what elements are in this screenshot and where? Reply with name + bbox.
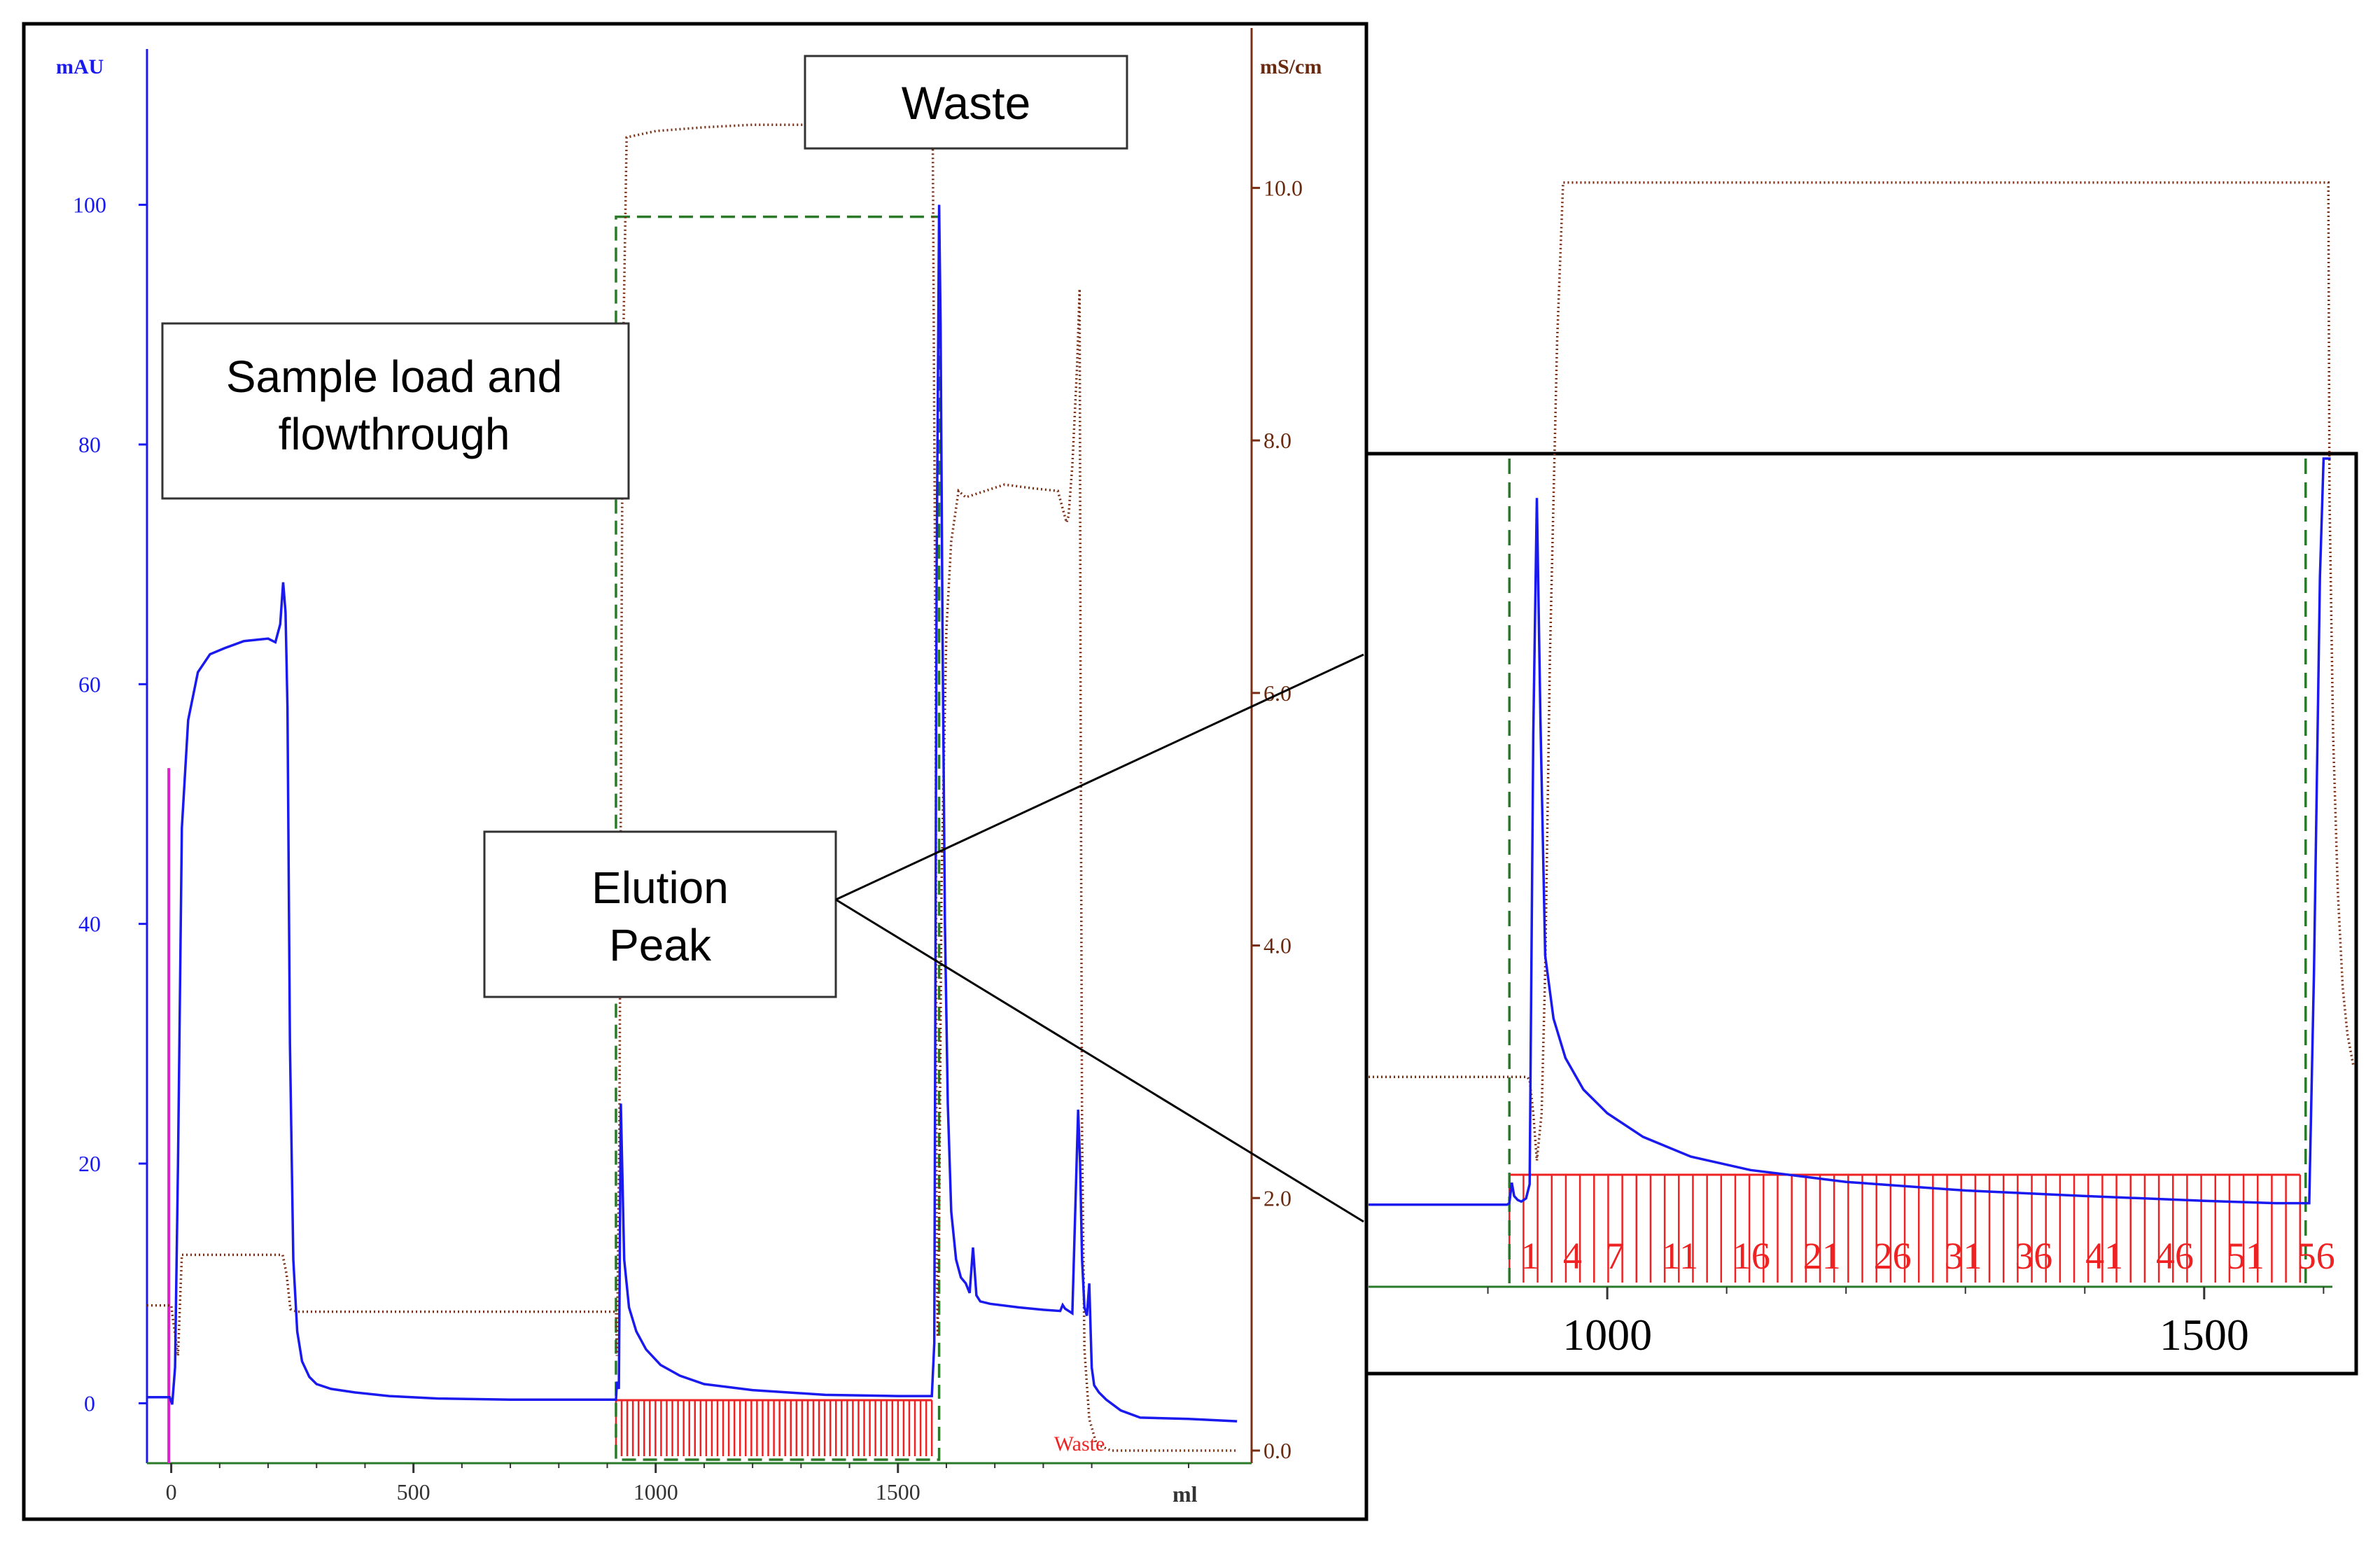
left-axis-unit-label: mAU — [56, 55, 104, 78]
left-axis-tick-label: 80 — [78, 432, 101, 457]
inset-fraction-number: 16 — [1732, 1235, 1770, 1277]
left-axis-tick-label: 60 — [78, 671, 101, 697]
inset-x-tick-label: 1000 — [1562, 1310, 1652, 1360]
right-axis-tick-label: 4.0 — [1264, 933, 1292, 958]
elution-peak-callout: Elution Peak — [483, 830, 837, 998]
inset-fraction-number: 11 — [1662, 1235, 1698, 1277]
right-axis-tick-label: 0.0 — [1264, 1438, 1292, 1463]
sample-load-callout: Sample load and flowthrough — [161, 322, 630, 500]
left-axis-ticks: 0 20 40 60 80 100 — [73, 193, 147, 1416]
left-axis-tick-label: 100 — [73, 193, 106, 218]
right-axis-tick-label: 2.0 — [1264, 1185, 1292, 1210]
x-axis-unit-label: ml — [1172, 1481, 1198, 1507]
inset-fraction-number: 51 — [2227, 1235, 2264, 1277]
right-axis-ticks: 0.0 2.0 4.0 6.0 8.0 10.0 — [1252, 175, 1303, 1463]
inset-fraction-number: 56 — [2297, 1235, 2335, 1277]
uv-absorbance-series-line — [147, 204, 1238, 1423]
right-axis-tick-label: 8.0 — [1264, 428, 1292, 453]
fraction-waste-label: Waste — [1054, 1432, 1105, 1455]
fraction-markers — [615, 1399, 933, 1456]
inset-fraction-number: 4 — [1563, 1235, 1582, 1277]
inset-fraction-number: 21 — [1803, 1235, 1841, 1277]
inset-fraction-number: 41 — [2085, 1235, 2123, 1277]
inset-fraction-number: 7 — [1605, 1235, 1624, 1277]
elution-callout-line2: Peak — [609, 920, 712, 970]
right-axis-tick-label: 10.0 — [1264, 175, 1303, 200]
zoom-connector-upper — [835, 653, 1364, 901]
sample-load-callout-line1: Sample load and — [226, 351, 562, 402]
x-axis-tick-label: 1500 — [876, 1479, 920, 1504]
x-axis-tick-label: 500 — [397, 1479, 430, 1504]
inset-fraction-number: 36 — [2015, 1235, 2052, 1277]
inset-x-axis-ticks: 1000 1500 — [1487, 1287, 2325, 1360]
left-axis-tick-label: 0 — [84, 1390, 95, 1416]
left-axis-tick-label: 20 — [78, 1151, 101, 1176]
x-axis-tick-label: 0 — [166, 1479, 177, 1504]
inset-fraction-number: 26 — [1874, 1235, 1912, 1277]
waste-callout: Waste — [804, 55, 1128, 150]
right-axis-tick-label: 6.0 — [1264, 680, 1292, 706]
sample-load-callout-line2: flowthrough — [279, 409, 510, 459]
waste-callout-text: Waste — [902, 77, 1031, 129]
inset-chart-frame — [1364, 452, 2358, 1376]
x-axis-ticks: 0 500 1000 1500 — [166, 1463, 1190, 1504]
x-axis-tick-label: 1000 — [634, 1479, 678, 1504]
zoom-connector-lower — [835, 898, 1364, 1223]
elution-callout-line1: Elution — [592, 863, 729, 913]
inset-collection-lines — [1508, 459, 2307, 1284]
main-chart-frame — [22, 22, 1368, 1521]
left-axis-tick-label: 40 — [78, 912, 101, 937]
inset-fraction-number: 46 — [2156, 1235, 2194, 1277]
right-axis-unit-label: mS/cm — [1260, 55, 1322, 78]
inset-fraction-markers — [1508, 1173, 2302, 1283]
inset-fraction-number-labels: 1 4 7 11 16 21 26 31 36 41 46 51 56 — [1520, 1235, 2334, 1277]
inset-fraction-number: 31 — [1944, 1235, 1982, 1277]
inset-fraction-number: 1 — [1520, 1235, 1539, 1277]
inset-uv-absorbance-series-line — [1368, 457, 2331, 1206]
inset-x-tick-label: 1500 — [2160, 1310, 2249, 1360]
